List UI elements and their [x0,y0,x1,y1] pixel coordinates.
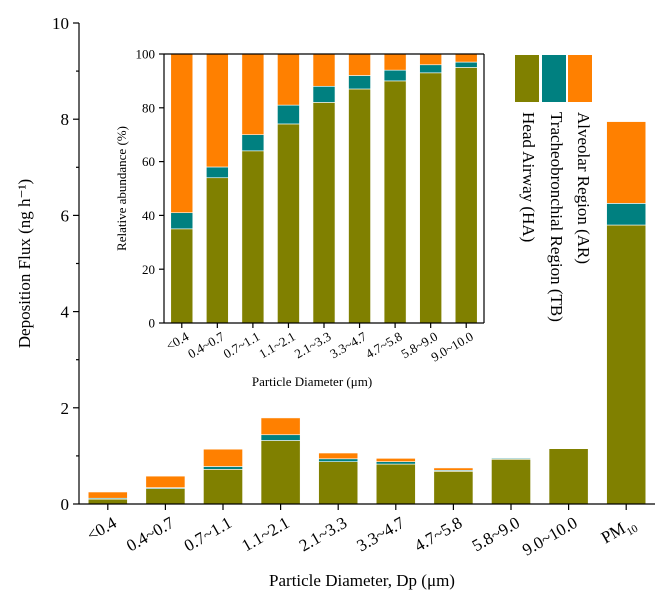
y-axis-title: Deposition Flux (ng h⁻¹) [15,179,34,348]
bar-segment [170,53,194,214]
bar-segment [170,228,194,324]
bar-segment [203,469,243,505]
bar-segment [318,461,359,505]
bar-segment [348,53,371,76]
x-tick-label: 1.1~2.1 [256,329,298,362]
y-tick-label: 2 [61,399,70,418]
x-tick-label: 0.7~1.1 [221,329,263,362]
bar-segment [312,102,336,324]
y-tick-label: 80 [142,100,155,115]
y-tick-label: 20 [142,262,155,277]
bar-segment [260,434,301,441]
bar-segment [145,475,186,488]
bar-segment [433,467,474,471]
y-tick-label: 60 [142,154,155,169]
bar-segment [606,224,647,505]
x-tick-label: 1.1~2.1 [238,513,292,555]
bar-segment [433,470,474,505]
bar-segment [87,491,128,499]
inset-plot: 020406080100<0.40.4~0.70.7~1.11.1~2.12.1… [114,47,485,389]
bar-segment [419,64,442,74]
x-tick-label: PM10 [598,513,641,551]
bar-segment [241,150,265,324]
x-tick-label: 2.1~3.3 [296,513,350,555]
y-tick-label: 0 [61,495,70,514]
legend-label: Head Airway (HA) [519,112,538,242]
bar-segment [241,134,265,152]
bar-segment [203,466,243,470]
bar-segment [383,53,407,71]
pm-label-sub: 10 [625,522,641,538]
bar-segment [454,67,478,324]
x-axis-title: Particle Diameter, Dp (μm) [269,571,455,590]
x-tick-label: 4.7~5.8 [363,329,405,362]
legend-label: Alveolar Region (AR) [574,112,593,264]
x-axis-title: Particle Diameter (μm) [252,374,372,389]
y-tick-label: 6 [61,206,70,225]
bar-segment [383,80,407,324]
x-tick-label: 4.7~5.8 [411,513,465,555]
y-tick-label: 8 [61,110,70,129]
bar-segment [318,452,359,460]
x-tick-label: 5.8~9.0 [469,513,523,555]
x-tick-label: 0.7~1.1 [181,513,235,555]
bar-segment [491,457,531,459]
bar-segment [348,88,371,324]
bar-segment [312,53,336,87]
y-tick-label: 100 [136,47,156,62]
bar-segment [312,85,336,103]
x-tick-label: 3.3~4.7 [354,513,409,556]
bar-segment [375,458,416,462]
bar-segment [348,75,371,90]
x-tick-label: 0.4~0.7 [123,513,178,556]
bar-segment [277,104,300,125]
y-axis-title: Relative abundance (%) [114,126,129,251]
bar-segment [606,121,647,204]
bar-segment [260,440,301,505]
bar-segment [419,53,442,66]
y-tick-label: 0 [149,316,156,331]
bar-segment [145,488,186,505]
bar-segment [206,166,229,179]
bar-segment [318,458,359,462]
x-tick-label: 9.0~10.0 [519,513,581,560]
bar-segment [454,61,478,68]
bar-segment [419,72,442,324]
legend: Alveolar Region (AR) Tracheobronchial Reg… [515,55,593,322]
legend-swatch [568,55,592,102]
x-tick-label: 2.1~3.3 [292,329,334,362]
bar-segment [203,448,243,467]
y-tick-label: 10 [52,14,69,33]
bar-segment [454,53,478,63]
bar-segment [375,463,416,505]
pm-label-base: PM [598,519,629,548]
bar-segment [375,461,416,465]
bar-segment [206,177,229,324]
x-tick-label: 0.4~0.7 [185,328,227,361]
bar-segment [87,498,128,505]
legend-swatch [515,55,539,102]
bar-segment [548,447,589,450]
bar-segment [170,212,194,230]
y-tick-label: 4 [61,303,70,322]
bar-segment [277,53,300,106]
bar-segment [277,123,300,324]
legend-swatch [542,55,566,102]
bar-segment [548,448,589,505]
x-tick-label: <0.4 [84,513,121,545]
x-tick-label: 3.3~4.7 [327,328,369,361]
bar-segment [206,53,229,168]
bar-segment [241,53,265,135]
legend-label: Tracheobronchial Region (TB) [547,112,566,322]
bar-segment [606,203,647,226]
y-tick-label: 40 [142,208,155,223]
bar-segment [260,417,301,436]
bar-segment [491,458,531,505]
bar-segment [383,69,407,82]
